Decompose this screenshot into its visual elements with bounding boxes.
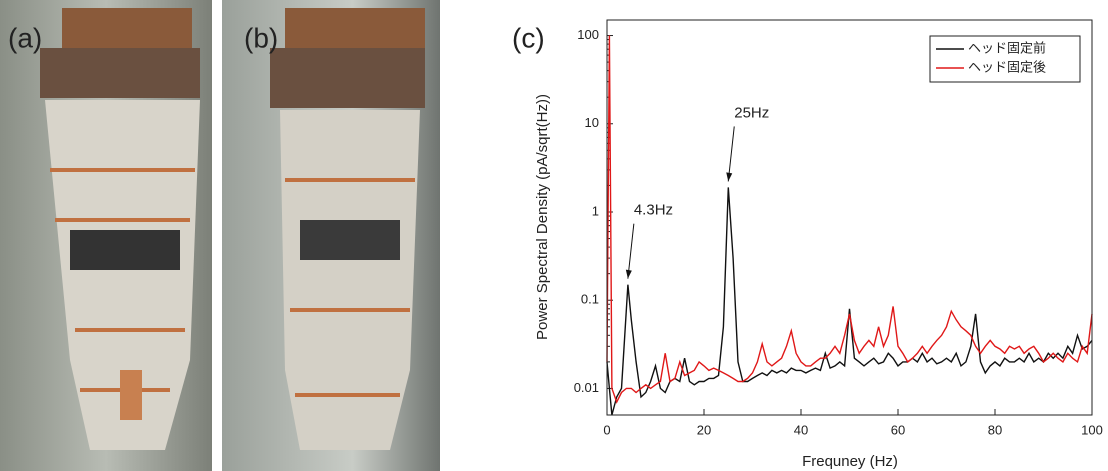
data-line [606,35,1093,404]
x-tick-label: 40 [794,422,808,437]
annotation: 4.3Hz [634,202,673,219]
x-tick-label: 20 [697,422,711,437]
annotation-arrowhead [625,269,632,279]
y-tick-label: 1 [592,203,599,218]
annotation-arrow [627,223,635,279]
annotation-arrow [727,126,735,182]
photo-b [222,0,440,471]
x-tick-label: 80 [988,422,1002,437]
x-tick-label: 60 [891,422,905,437]
legend-label: ヘッド固定前 [968,40,1046,55]
annotation: 25Hz [734,104,769,121]
x-axis-label: Frequney (Hz) [802,453,898,470]
plot-frame [606,19,1093,416]
panel-label: (c) [512,22,545,53]
y-tick-label: 0.1 [581,292,599,307]
x-tick-label: 0 [603,422,610,437]
y-axis-label: Power Spectral Density (pA/sqrt(Hz)) [534,94,551,340]
legend-box [929,35,1081,83]
annotation-arrowhead [726,172,733,182]
panel-label: (a) [8,22,42,53]
legend-label: ヘッド固定後 [968,59,1046,74]
data-line [606,187,1093,416]
y-tick-label: 0.01 [574,380,599,395]
photo-a [0,0,212,471]
panel-label: (b) [244,22,278,53]
y-tick-label: 10 [585,115,599,130]
y-tick-label: 100 [577,27,599,42]
x-tick-label: 100 [1081,422,1103,437]
